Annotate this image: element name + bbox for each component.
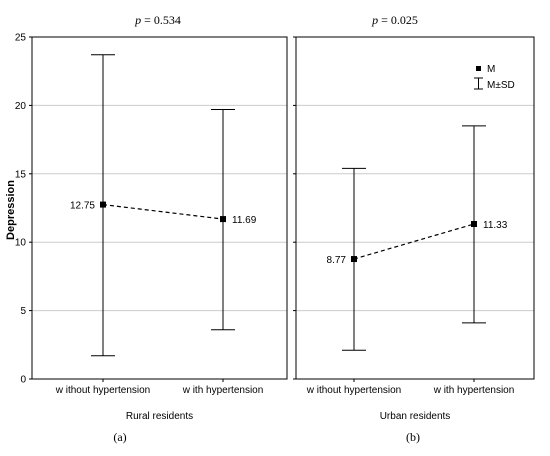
x-axis-label: Urban residents — [380, 411, 451, 422]
mean-data-label: 12.75 — [70, 201, 95, 212]
y-tick-label: 15 — [15, 169, 27, 180]
panel-label: (b) — [406, 430, 420, 444]
mean-line — [102, 203, 224, 220]
plot-frame — [31, 36, 288, 380]
legend-mean-label: M — [487, 64, 495, 75]
mean-data-label: 8.77 — [327, 255, 347, 266]
p-value-label: p = 0.534 — [134, 13, 181, 27]
x-tick-label: w ithout hypertension — [306, 385, 402, 396]
plot-frame — [295, 36, 535, 380]
y-tick-label: 25 — [15, 33, 27, 44]
x-tick-label: w ith hypertension — [182, 385, 264, 396]
p-value: = 0.534 — [141, 13, 181, 27]
mean-marker — [100, 201, 106, 208]
p-symbol: p — [134, 13, 141, 27]
y-tick-label: 5 — [20, 306, 26, 317]
mean-line — [353, 223, 475, 260]
y-axis-label: Depression — [5, 180, 17, 240]
p-value-label: p = 0.025 — [371, 13, 418, 27]
legend-sd-label: M±SD — [487, 80, 515, 91]
mean-marker — [471, 221, 477, 228]
mean-marker — [220, 216, 226, 223]
mean-marker — [351, 256, 357, 263]
p-symbol: p — [371, 13, 378, 27]
mean-data-label: 11.69 — [232, 215, 257, 226]
y-tick-label: 0 — [20, 375, 26, 386]
x-tick-label: w ithout hypertension — [55, 385, 151, 396]
y-tick-label: 20 — [15, 101, 27, 112]
legend: M M±SD — [474, 64, 515, 91]
x-tick-label: w ith hypertension — [433, 385, 515, 396]
legend-mean-marker — [476, 66, 481, 71]
mean-data-label: 11.33 — [483, 220, 508, 231]
y-tick-label: 10 — [15, 238, 27, 249]
panel-label: (a) — [113, 430, 126, 444]
p-value: = 0.025 — [378, 13, 418, 27]
x-axis-label: Rural residents — [126, 411, 193, 422]
